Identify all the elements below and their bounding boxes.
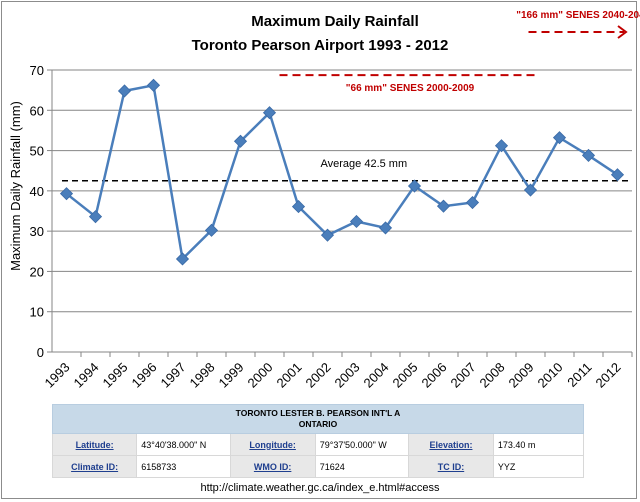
tc-id-label[interactable]: TC ID: [408, 455, 494, 478]
chart-title: Maximum Daily Rainfall [251, 13, 419, 30]
data-point-2002 [320, 228, 335, 242]
elevation-label[interactable]: Elevation: [408, 433, 494, 456]
senes-2000-2009-label: "66 mm" SENES 2000-2009 [346, 83, 475, 94]
senes-2040-2049-arrow [617, 25, 628, 39]
climate-id-label[interactable]: Climate ID: [51, 455, 138, 478]
x-tick-label-2005: 2005 [390, 360, 421, 391]
x-tick-label-2001: 2001 [274, 360, 305, 391]
data-point-2009 [523, 183, 538, 197]
y-tick-label-30: 30 [30, 224, 44, 239]
longitude-label[interactable]: Longitude: [229, 433, 316, 456]
series-line [65, 83, 619, 262]
latitude-value: 43°40'38.000" N [136, 433, 231, 456]
data-point-1994 [88, 210, 103, 224]
x-tick-label-2003: 2003 [332, 360, 363, 391]
y-axis-label: Maximum Daily Rainfall (mm) [8, 101, 23, 271]
data-point-1995 [117, 84, 132, 98]
x-tick-label-1999: 1999 [216, 360, 247, 391]
climate-id-value: 6158733 [136, 455, 231, 478]
y-tick-label-10: 10 [30, 305, 44, 320]
data-point-2006 [436, 199, 451, 213]
data-point-2003 [349, 214, 364, 229]
data-point-1996 [146, 78, 161, 92]
station-info-table: TORONTO LESTER B. PEARSON INT'L A ONTARI… [51, 404, 585, 478]
x-tick-label-1993: 1993 [42, 360, 73, 391]
x-tick-label-1994: 1994 [71, 360, 102, 391]
data-point-1997 [175, 252, 190, 266]
y-tick-label-0: 0 [37, 345, 44, 360]
x-tick-label-2007: 2007 [448, 360, 479, 391]
data-points [59, 78, 625, 266]
y-tick-label-50: 50 [30, 144, 44, 159]
latitude-label[interactable]: Latitude: [51, 433, 138, 456]
y-tick-labels: 0 10 20 30 40 50 60 70 [30, 63, 44, 360]
data-point-2011 [581, 148, 596, 162]
x-tick-label-2008: 2008 [477, 360, 508, 391]
longitude-value: 79°37'50.000" W [314, 433, 410, 456]
x-tick-label-2000: 2000 [245, 360, 276, 391]
x-tick-label-1997: 1997 [158, 360, 189, 391]
wmo-id-label[interactable]: WMO ID: [229, 455, 316, 478]
x-tick-label-2010: 2010 [535, 360, 566, 391]
elevation-value: 173.40 m [492, 433, 585, 456]
gridlines [47, 69, 633, 357]
y-tick-label-60: 60 [30, 103, 44, 118]
x-tick-label-2006: 2006 [419, 360, 450, 391]
y-tick-label-70: 70 [30, 63, 44, 78]
data-point-2010 [552, 131, 567, 145]
data-point-1993 [59, 187, 74, 201]
y-tick-label-40: 40 [30, 184, 44, 199]
x-tick-label-2004: 2004 [361, 360, 392, 391]
source-url[interactable]: http://climate.weather.gc.ca/index_e.htm… [200, 482, 440, 494]
data-point-1999 [233, 134, 248, 148]
data-point-2012 [610, 168, 625, 182]
wmo-id-value: 71624 [314, 455, 410, 478]
tc-id-value: YYZ [492, 455, 585, 478]
data-point-2005 [407, 179, 422, 193]
data-point-2000 [262, 106, 277, 120]
x-tick-label-1998: 1998 [187, 360, 218, 391]
rainfall-chart: Maximum Daily Rainfall Toronto Pearson A… [8, 10, 640, 391]
chart-subtitle: Toronto Pearson Airport 1993 - 2012 [192, 37, 449, 54]
average-label: Average 42.5 mm [321, 158, 408, 170]
senes-2040-2049-label: "166 mm" SENES 2040-2049 [516, 10, 640, 21]
x-tick-label-2002: 2002 [303, 360, 334, 391]
data-point-2008 [494, 139, 509, 153]
x-tick-label-1995: 1995 [100, 360, 131, 391]
x-tick-label-1996: 1996 [129, 360, 160, 391]
station-province: ONTARIO [298, 419, 338, 429]
data-point-2007 [465, 195, 480, 210]
station-header: TORONTO LESTER B. PEARSON INT'L A ONTARI… [52, 404, 584, 434]
x-tick-label-2012: 2012 [593, 360, 624, 391]
x-tick-label-2011: 2011 [564, 360, 594, 390]
data-point-1998 [204, 223, 219, 237]
x-tick-label-2009: 2009 [506, 360, 537, 391]
x-tick-labels: 1993199419951996199719981999200020012002… [42, 360, 624, 391]
data-point-2001 [291, 200, 306, 214]
station-name: TORONTO LESTER B. PEARSON INT'L A [235, 408, 401, 418]
y-tick-label-20: 20 [30, 264, 44, 279]
data-point-2004 [378, 221, 393, 235]
